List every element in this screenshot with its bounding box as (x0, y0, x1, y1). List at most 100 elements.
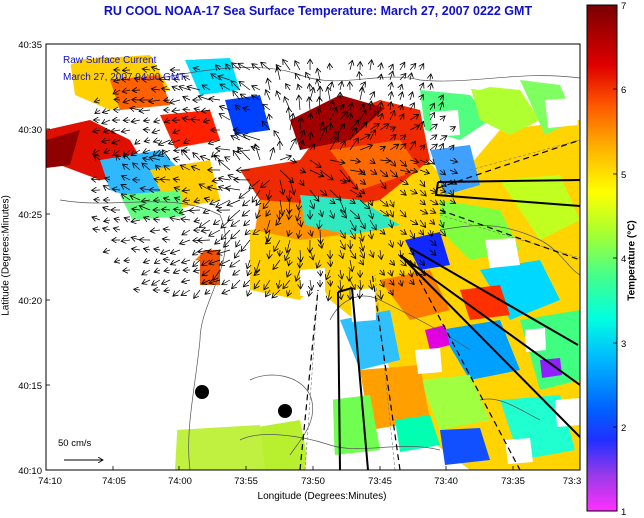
current-vector (143, 130, 151, 131)
current-vector (181, 289, 191, 296)
current-vector (173, 270, 181, 273)
current-vector (268, 189, 270, 200)
current-vector (144, 120, 151, 121)
current-vector (104, 178, 110, 180)
current-vector (349, 209, 360, 219)
current-vector (92, 217, 101, 220)
current-vector (420, 269, 425, 276)
current-vector (419, 189, 426, 196)
current-vector (181, 150, 191, 161)
current-vector (410, 229, 414, 239)
current-vector (121, 240, 131, 241)
current-vector (142, 163, 151, 171)
current-vector (369, 130, 375, 141)
current-vector (233, 150, 241, 161)
current-vector (330, 279, 331, 286)
current-vector (103, 186, 111, 190)
current-vector (183, 109, 191, 110)
current-vector (370, 209, 373, 219)
current-vector (104, 220, 111, 221)
current-vector (173, 79, 181, 80)
current-vector (390, 199, 394, 207)
current-vector (154, 179, 161, 180)
current-vector (123, 164, 131, 171)
colorbar-label: Temperature (°C) (626, 220, 638, 301)
current-vector (320, 239, 322, 248)
current-vector (360, 190, 365, 194)
current-vector (214, 155, 221, 160)
current-vector (298, 84, 300, 91)
current-vector (340, 269, 342, 279)
current-vector (114, 219, 121, 220)
current-vector (164, 120, 170, 122)
current-vector (238, 147, 251, 161)
current-vector (409, 63, 416, 71)
current-vector (253, 230, 261, 234)
current-vector (289, 139, 296, 151)
current-vector (300, 249, 301, 262)
current-vector (409, 170, 418, 172)
current-vector (288, 289, 291, 296)
current-vector (340, 81, 342, 91)
current-vector (215, 240, 220, 244)
current-vector (274, 239, 281, 251)
current-vector (245, 230, 250, 235)
current-vector (95, 110, 100, 114)
current-vector (201, 110, 211, 111)
current-vector (121, 130, 131, 132)
current-vector (238, 63, 251, 71)
current-vector (193, 270, 201, 271)
current-vector (187, 87, 201, 90)
current-vector (330, 101, 333, 111)
current-vector (173, 159, 181, 160)
current-vector (183, 200, 191, 201)
colorbar-tick: 3 (621, 339, 626, 350)
current-vector (400, 114, 404, 121)
current-vector (269, 114, 270, 121)
current-vector (104, 150, 111, 153)
current-vector (429, 135, 437, 141)
current-vector (310, 113, 311, 121)
current-vector (409, 190, 417, 194)
current-vector (256, 200, 260, 206)
current-vector (133, 163, 141, 171)
current-vector (430, 103, 435, 111)
current-vector (254, 269, 261, 276)
current-vector (101, 140, 111, 142)
current-vector (247, 269, 250, 276)
current-vector (174, 150, 181, 151)
current-vector (369, 111, 379, 121)
current-vector (349, 189, 362, 197)
xtick-label: 74:05 (102, 476, 126, 487)
current-vector (224, 239, 231, 247)
current-vector (111, 130, 121, 132)
current-vector (214, 220, 221, 225)
current-vector (390, 127, 395, 130)
current-vector (287, 269, 290, 277)
current-vector (295, 61, 301, 71)
current-vector (102, 110, 111, 113)
current-vector (379, 124, 389, 131)
current-vector (91, 179, 101, 180)
current-vector (320, 122, 323, 131)
current-vector (131, 220, 141, 222)
current-vector (256, 209, 260, 218)
current-vector (400, 104, 403, 110)
current-vector (209, 99, 221, 101)
current-vector (94, 155, 101, 160)
current-vector (162, 150, 171, 161)
xtick-label: 74:10 (38, 476, 62, 487)
figure-title: RU COOL NOAA-17 Sea Surface Temperature:… (103, 4, 533, 18)
current-vector (399, 135, 406, 140)
current-vector (309, 169, 324, 177)
current-vector (274, 131, 281, 141)
current-vector (191, 119, 201, 120)
current-vector (400, 239, 401, 247)
current-vector (194, 200, 201, 202)
current-vector (162, 239, 171, 240)
current-vector (300, 170, 306, 173)
current-vector (163, 229, 171, 230)
current-vector (370, 92, 374, 101)
current-vector (420, 200, 425, 205)
current-vector (420, 121, 424, 131)
